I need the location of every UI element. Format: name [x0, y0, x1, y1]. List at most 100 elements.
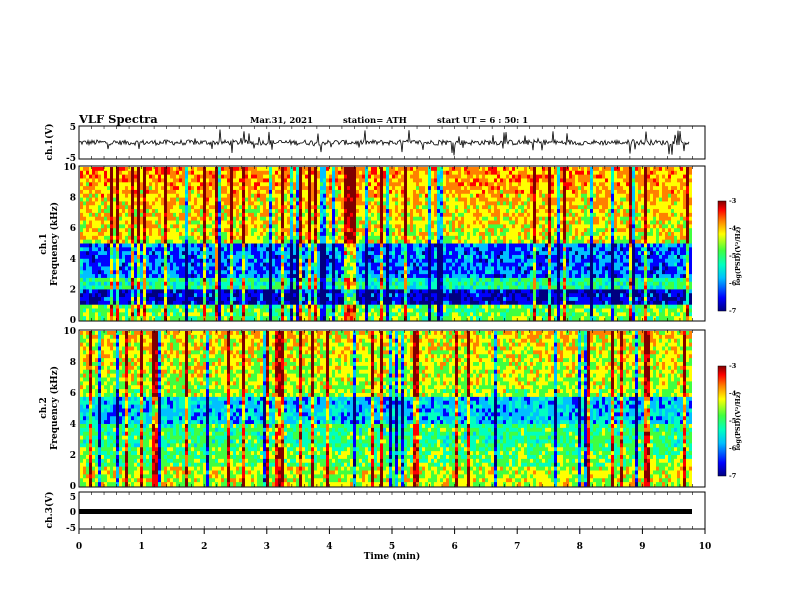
spectrogram-cell — [347, 197, 350, 202]
spectrogram-cell — [428, 193, 431, 199]
spectrogram-cell — [431, 251, 434, 256]
spectrogram-cell — [425, 316, 428, 321]
spectrogram-cell — [221, 224, 224, 229]
spectrogram-cell — [335, 312, 338, 317]
spectrogram-cell — [353, 262, 356, 267]
spectrogram-cell — [401, 167, 404, 172]
spectrogram-cell — [122, 277, 125, 283]
spectrogram-cell — [431, 297, 434, 302]
spectrogram-cell — [212, 316, 215, 321]
spectrogram-cell — [266, 174, 269, 179]
spectrogram-cell — [335, 247, 338, 252]
spectrogram-cell — [356, 251, 359, 256]
spectrogram-cell — [293, 300, 296, 306]
spectrogram-cell — [338, 201, 341, 206]
spectrogram-cell — [377, 270, 380, 275]
spectrogram-cell — [278, 167, 281, 172]
spectrogram-cell — [338, 247, 341, 252]
spectrogram-cell — [218, 297, 221, 302]
spectrogram-cell — [437, 224, 440, 229]
spectrogram-cell — [389, 243, 392, 248]
spectrogram-cell — [161, 205, 164, 210]
spectrogram-cell — [233, 189, 236, 195]
spectrogram-cell — [287, 243, 290, 248]
spectrogram-cell — [395, 289, 398, 294]
spectrogram-cell — [233, 270, 236, 275]
spectrogram-cell — [137, 281, 140, 286]
spectrogram-cell — [449, 270, 452, 275]
spectrogram-cell — [290, 232, 293, 237]
spectrogram-cell — [224, 281, 227, 286]
spectrogram-cell — [329, 266, 332, 271]
spectrogram-cell — [251, 274, 254, 279]
spectrogram-cell — [317, 262, 320, 267]
spectrogram-cell — [263, 247, 266, 252]
spectrogram-cell — [131, 285, 134, 290]
spectrogram-cell — [149, 178, 152, 183]
spectrogram-cell — [221, 258, 224, 264]
spectrogram-cell — [137, 167, 140, 172]
spectrogram-cell — [218, 235, 221, 241]
spectrogram-cell — [242, 293, 245, 298]
spectrogram-cell — [143, 293, 146, 298]
spectrogram-cell — [425, 293, 428, 298]
spectrogram-cell — [401, 312, 404, 317]
spectrogram-cell — [413, 170, 416, 176]
spectrogram-cell — [83, 258, 86, 264]
spectrogram-cell — [107, 316, 110, 321]
spectrogram-cell — [371, 251, 374, 256]
spectrogram-cell — [353, 258, 356, 264]
spectrogram-cell — [158, 251, 161, 256]
spectrogram-cell — [362, 186, 365, 191]
spectrogram-cell — [302, 167, 305, 172]
ch1-spectrogram-image — [80, 167, 692, 321]
spectrogram-cell — [365, 239, 368, 244]
spectrogram-cell — [158, 224, 161, 229]
spectrogram-cell — [275, 254, 278, 260]
spectrogram-cell — [437, 243, 440, 248]
spectrogram-cell — [431, 293, 434, 298]
spectrogram-cell — [128, 262, 131, 267]
spectrogram-cell — [188, 247, 191, 252]
spectrogram-cell — [335, 220, 338, 225]
spectrogram-cell — [83, 316, 86, 321]
spectrogram-cell — [287, 304, 290, 309]
spectrogram-cell — [365, 201, 368, 206]
spectrogram-cell — [305, 258, 308, 264]
spectrogram-cell — [290, 270, 293, 275]
spectrogram-cell — [221, 304, 224, 309]
spectrogram-cell — [122, 186, 125, 191]
spectrogram-cell — [236, 308, 239, 313]
spectrogram-cell — [407, 212, 410, 218]
spectrogram-cell — [251, 201, 254, 206]
spectrogram-cell — [413, 312, 416, 317]
spectrogram-cell — [89, 289, 92, 294]
spectrogram-cell — [380, 251, 383, 256]
spectrogram-cell — [353, 167, 356, 172]
spectrogram-cell — [218, 293, 221, 298]
spectrogram-cell — [215, 289, 218, 294]
spectrogram-cell — [395, 316, 398, 321]
spectrogram-cell — [401, 247, 404, 252]
spectrogram-cell — [164, 232, 167, 237]
spectrogram-cell — [245, 289, 248, 294]
spectrogram-cell — [143, 239, 146, 244]
spectrogram-cell — [197, 258, 200, 264]
spectrogram-cell — [149, 216, 152, 221]
spectrogram-cell — [176, 212, 179, 218]
spectrogram-cell — [314, 308, 317, 313]
spectrogram-cell — [296, 243, 299, 248]
spectrogram-cell — [116, 193, 119, 199]
spectrogram-cell — [236, 220, 239, 225]
spectrogram-cell — [380, 281, 383, 286]
spectrogram-cell — [140, 216, 143, 221]
spectrogram-cell — [374, 220, 377, 225]
spectrogram-cell — [281, 197, 284, 202]
spectrogram-cell — [257, 277, 260, 283]
spectrogram-cell — [320, 274, 323, 279]
spectrogram-cell — [380, 186, 383, 191]
spectrogram-cell — [428, 239, 431, 244]
spectrogram-cell — [329, 300, 332, 306]
spectrogram-cell — [338, 232, 341, 237]
spectrogram-cell — [128, 304, 131, 309]
